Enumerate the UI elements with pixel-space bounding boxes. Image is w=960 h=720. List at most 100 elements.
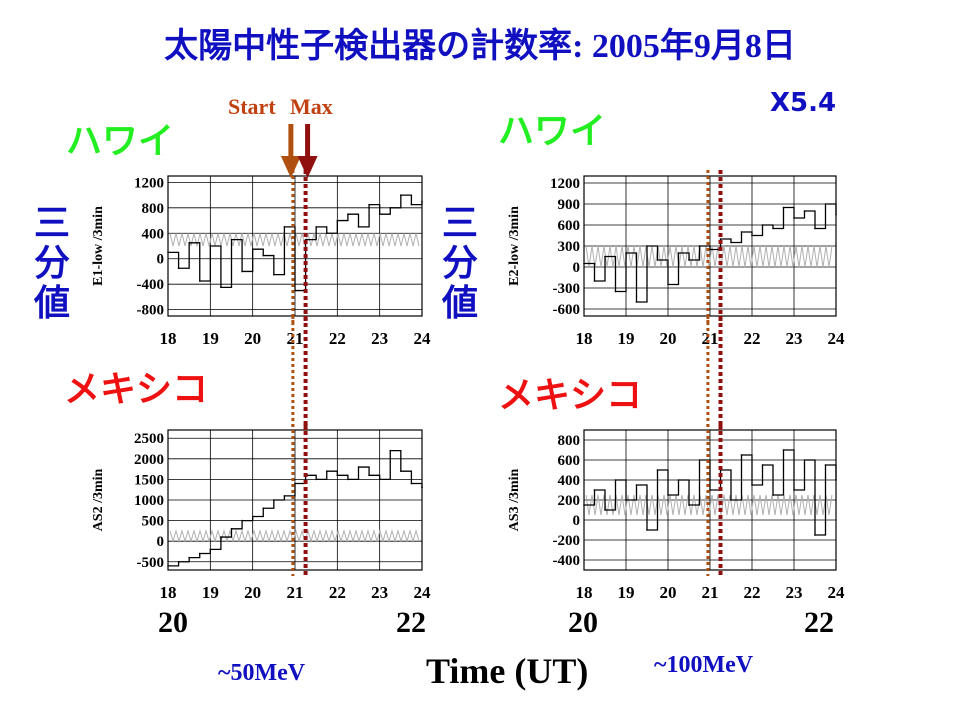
y-tick-label: 900 (558, 197, 581, 213)
x-tick-label: 20 (660, 583, 677, 602)
x-tick-label: 24 (414, 583, 432, 602)
chart-mexico-as2: 18 19 20 21 22 23 24 2500 2000 1500 1000 500 0 -500 AS… (91, 424, 431, 602)
y-tick-label: -500 (137, 555, 165, 571)
data-point (188, 556, 190, 559)
data-point (209, 548, 212, 551)
data-point (656, 469, 659, 471)
data-point (782, 449, 785, 451)
data-point (583, 504, 585, 506)
site-label-mexico-right: メキシコ (498, 375, 643, 416)
data-point (646, 529, 648, 531)
y-tick-label: 800 (142, 201, 165, 217)
data-point (698, 459, 701, 461)
y-tick-label: 0 (573, 260, 581, 276)
y-tick-label: -400 (553, 553, 581, 569)
y-axis-label: E1-low /3min (91, 206, 106, 286)
y-tick-label: 600 (558, 453, 581, 469)
data-point (325, 470, 328, 472)
data-point (635, 484, 638, 486)
data-point (357, 466, 360, 468)
x-tick-label: 24 (414, 329, 432, 348)
data-point (782, 206, 785, 209)
x-tick-label: 20 (244, 583, 261, 602)
data-point (230, 528, 233, 530)
vlabel-char: 三 (441, 203, 478, 244)
data-point (368, 203, 370, 206)
site-label-hawaii-right: ハワイ (498, 111, 607, 152)
y-axis-label: AS2 /3min (91, 468, 106, 531)
y-tick-label: 0 (157, 252, 165, 268)
x-tick-label: 19 (618, 329, 635, 348)
energy-label-right: ~100MeV (654, 652, 754, 678)
y-tick-label: 200 (558, 493, 581, 509)
title-day: 8 (744, 28, 762, 65)
data-point (209, 245, 212, 247)
y-tick-label: -200 (553, 533, 581, 549)
data-point (614, 479, 617, 481)
y-tick-label: 400 (558, 473, 581, 489)
max-arrow-head (297, 156, 318, 178)
vlabel-char: 値 (441, 283, 478, 324)
y-tick-label: 1500 (134, 472, 164, 488)
data-point (273, 273, 275, 276)
data-point (410, 482, 413, 485)
vlabel-char: 値 (33, 283, 70, 324)
data-point (740, 231, 743, 233)
data-point (751, 484, 753, 486)
y-tick-label: -800 (137, 303, 165, 319)
y-tick-label: 0 (157, 534, 165, 550)
big-x-tick-20-left: 20 (158, 606, 188, 639)
x-tick-label: 21 (287, 583, 304, 602)
data-point (410, 203, 413, 206)
data-point (273, 499, 275, 501)
data-point (389, 207, 392, 209)
data-point (389, 449, 392, 452)
data-point (761, 464, 764, 466)
data-point (751, 234, 753, 237)
data-point (593, 280, 596, 282)
data-point (315, 478, 317, 481)
data-point (593, 489, 596, 491)
data-point (835, 479, 837, 481)
data-point (688, 259, 690, 261)
y-tick-label: -300 (553, 281, 581, 297)
page-title: 太陽中性子検出器の計数率: 2005年9月8日 (0, 18, 960, 67)
y-axis-label: E2-low /3min (507, 206, 522, 286)
vlabel-char: 分 (33, 243, 70, 284)
data-point (772, 494, 774, 496)
data-point (220, 536, 222, 538)
y-tick-label: -600 (553, 302, 581, 318)
y-tick-label: 2000 (134, 452, 164, 468)
x-tick-label: 18 (160, 329, 177, 348)
y-tick-label: 0 (573, 513, 581, 529)
data-point (803, 459, 806, 461)
data-point (730, 499, 732, 501)
data-point (583, 262, 585, 265)
x-tick-label: 22 (744, 329, 761, 348)
data-point (803, 210, 806, 212)
data-point (604, 509, 606, 511)
data-point (241, 519, 243, 522)
title-date-sep: : (572, 28, 592, 65)
x-tick-label: 21 (702, 583, 719, 602)
data-point (378, 478, 381, 481)
data-point (378, 213, 381, 215)
data-point (347, 213, 349, 215)
data-point (177, 560, 180, 563)
data-point (667, 494, 669, 496)
x-tick-label: 18 (576, 583, 593, 602)
data-point (230, 238, 233, 241)
y-tick-label: 400 (142, 226, 165, 242)
y-tick-label: -400 (137, 277, 165, 293)
x-tick-label: 22 (744, 583, 761, 602)
data-point (325, 232, 328, 235)
x-tick-label: 24 (828, 329, 846, 348)
data-point (167, 565, 169, 567)
data-point (625, 499, 627, 501)
title-jp: 太陽中性子検出器の計数率 (164, 26, 573, 66)
data-point (421, 486, 423, 489)
data-point (262, 507, 265, 510)
background-band (169, 529, 420, 543)
data-point (283, 226, 286, 228)
data-point (772, 227, 774, 230)
